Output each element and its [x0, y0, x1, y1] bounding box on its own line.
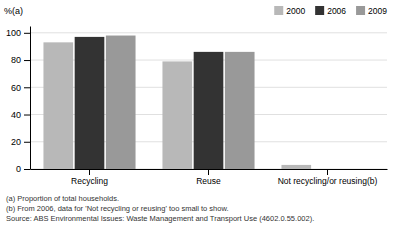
x-tick-mark [327, 169, 328, 175]
legend-swatch [356, 6, 365, 15]
y-tick-mark [24, 87, 30, 88]
chart: 0 20 40 60 80 100 Recycling Reuse Not recycling/… [0, 0, 397, 227]
x-tick-label: Recycling [71, 176, 108, 186]
y-axis-line [30, 27, 31, 170]
x-tick-label: Reuse [196, 176, 221, 186]
bar [281, 165, 311, 169]
footnotes: (a) Proportion of total households.(b) F… [6, 194, 314, 223]
y-tick-mark [24, 60, 30, 61]
footnote: (b) From 2006, data for 'Not recycling o… [6, 204, 229, 213]
legend-swatch [274, 6, 283, 15]
y-tick: 40 [11, 110, 30, 120]
plot: 0 20 40 60 80 100 Recycling Reuse Not recycling/… [6, 27, 388, 187]
y-tick-label: 100 [6, 28, 21, 38]
legend-label: 2006 [327, 6, 346, 16]
y-tick: 0 [16, 164, 30, 174]
y-tick: 20 [11, 137, 30, 147]
bar [162, 61, 192, 169]
y-tick-label: 80 [11, 55, 21, 65]
y-tick-label: 40 [11, 110, 21, 120]
x-tick: Not recycling/or reusing(b) [278, 169, 378, 186]
bar [106, 36, 136, 169]
legend-swatch [315, 6, 324, 15]
y-tick-label: 20 [11, 137, 21, 147]
x-tick-mark [208, 169, 209, 175]
y-tick-label: 0 [16, 164, 21, 174]
bar [313, 169, 343, 170]
bar [225, 52, 255, 169]
y-tick-label: 60 [11, 83, 21, 93]
bar [194, 52, 224, 169]
legend-item: 2009 [356, 6, 387, 16]
y-tick-mark [24, 142, 30, 143]
y-tick-mark [24, 169, 30, 170]
bar [344, 169, 374, 170]
y-axis-label: %(a) [4, 6, 23, 16]
legend: 2000 2006 2009 [274, 6, 387, 16]
grid-line [30, 32, 387, 33]
x-tick: Reuse [196, 169, 221, 186]
bar [43, 42, 73, 169]
y-tick-mark [24, 115, 30, 116]
legend-item: 2006 [315, 6, 346, 16]
y-tick: 60 [11, 83, 30, 93]
footnote: (a) Proportion of total households. [6, 194, 119, 203]
y-tick-mark [24, 33, 30, 34]
x-tick-mark [89, 169, 90, 175]
grid [30, 33, 387, 169]
footnote: Source: ABS Environmental Issues: Waste … [6, 214, 314, 223]
legend-label: 2009 [368, 6, 387, 16]
y-tick: 100 [6, 28, 30, 38]
y-axis: 0 20 40 60 80 100 [6, 27, 31, 175]
bars [43, 36, 311, 169]
legend-item: 2000 [274, 6, 305, 16]
legend-label: 2000 [286, 6, 305, 16]
x-tick: Recycling [71, 169, 108, 186]
bar [75, 37, 105, 169]
x-axis: Recycling Reuse Not recycling/or reusing(b… [31, 169, 388, 186]
x-tick-label: Not recycling/or reusing(b) [278, 176, 378, 186]
y-tick: 80 [11, 55, 30, 65]
